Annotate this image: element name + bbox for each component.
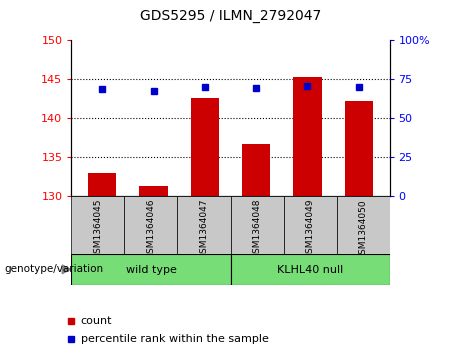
Text: wild type: wild type [125,265,177,274]
Text: genotype/variation: genotype/variation [5,264,104,274]
Bar [88,172,116,196]
Text: GSM1364049: GSM1364049 [306,199,314,260]
Bar [71,196,124,254]
Bar [71,254,230,285]
Bar [242,144,270,196]
Text: KLHL40 null: KLHL40 null [277,265,343,274]
Bar [139,186,168,196]
Bar [124,196,177,254]
Bar [230,196,284,254]
Polygon shape [62,265,71,274]
Bar [337,196,390,254]
Bar [293,77,322,196]
Bar [177,196,230,254]
Text: count: count [81,316,112,326]
Text: GSM1364050: GSM1364050 [359,199,367,260]
Text: GDS5295 / ILMN_2792047: GDS5295 / ILMN_2792047 [140,9,321,23]
Text: GSM1364046: GSM1364046 [147,199,155,260]
Text: GSM1364045: GSM1364045 [94,199,102,260]
Bar [230,254,390,285]
Bar [284,196,337,254]
Bar [191,98,219,196]
Bar [345,101,373,196]
Text: GSM1364047: GSM1364047 [200,199,208,260]
Text: percentile rank within the sample: percentile rank within the sample [81,334,269,344]
Text: GSM1364048: GSM1364048 [253,199,261,260]
